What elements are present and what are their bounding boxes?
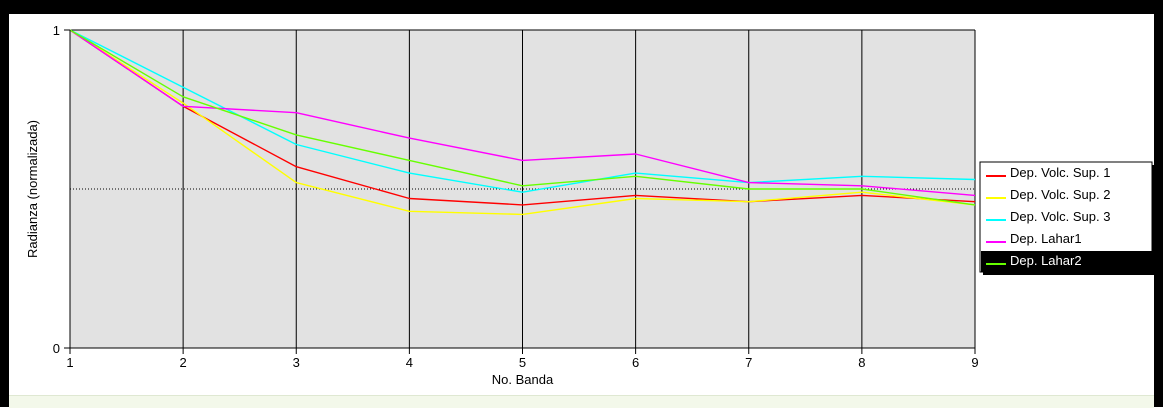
legend-item-4[interactable]: Dep. Lahar1 <box>986 231 1082 246</box>
legend-item-1[interactable]: Dep. Volc. Sup. 1 <box>986 165 1110 180</box>
x-tick-label: 4 <box>406 355 413 370</box>
x-tick-label: 9 <box>971 355 978 370</box>
status-strip <box>9 395 1154 408</box>
x-tick-label: 6 <box>632 355 639 370</box>
legend-item-5[interactable]: Dep. Lahar2 <box>981 251 1152 272</box>
legend-label: Dep. Volc. Sup. 2 <box>1010 187 1110 202</box>
x-tick-label: 3 <box>293 355 300 370</box>
x-tick-label: 2 <box>180 355 187 370</box>
series-line-5 <box>69 29 976 206</box>
x-tick-label: 1 <box>66 355 73 370</box>
legend-label: Dep. Lahar1 <box>1010 231 1082 246</box>
legend-item-selection <box>981 251 1152 272</box>
x-tick-label: 5 <box>519 355 526 370</box>
x-tick-label: 7 <box>745 355 752 370</box>
series-line-2 <box>69 29 976 216</box>
legend-item-2[interactable]: Dep. Volc. Sup. 2 <box>986 187 1110 202</box>
legend-label: Dep. Lahar2 <box>1010 253 1082 268</box>
y-tick-label: 1 <box>53 23 60 38</box>
x-tick-label: 8 <box>858 355 865 370</box>
x-axis-title: No. Banda <box>492 372 554 387</box>
legend-item-3[interactable]: Dep. Volc. Sup. 3 <box>986 209 1110 224</box>
series-line-4 <box>69 29 976 197</box>
legend-label: Dep. Volc. Sup. 3 <box>1010 209 1110 224</box>
series-line-1 <box>69 29 976 206</box>
y-tick-label: 0 <box>53 341 60 356</box>
legend-label: Dep. Volc. Sup. 1 <box>1010 165 1110 180</box>
series-line-3 <box>69 29 976 193</box>
y-axis-title: Radianza (normalizada) <box>25 120 40 258</box>
